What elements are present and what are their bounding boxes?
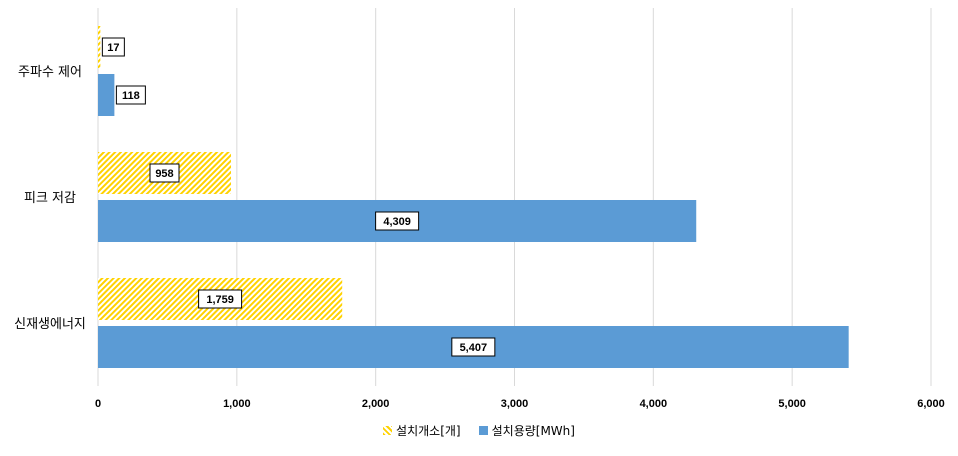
data-label: 1,759 xyxy=(206,294,234,306)
data-label-box xyxy=(149,163,180,183)
data-label-box xyxy=(198,289,243,309)
data-label-box xyxy=(451,337,496,357)
legend-swatch-solid xyxy=(478,426,488,435)
data-label-box xyxy=(101,37,125,57)
data-label-box xyxy=(375,211,420,231)
bar-series-0 xyxy=(98,26,101,68)
data-label: 958 xyxy=(155,168,173,180)
category-label: 피크 저감 xyxy=(24,191,76,206)
legend-item-series-1: 설치용량[MWh] xyxy=(478,422,575,439)
data-label: 118 xyxy=(122,90,140,102)
legend-item-series-0: 설치개소[개] xyxy=(383,422,461,439)
x-tick-label: 0 xyxy=(95,398,101,410)
data-label: 17 xyxy=(107,42,119,54)
legend-label: 설치개소[개] xyxy=(396,424,461,438)
data-label-box xyxy=(115,85,146,105)
data-label: 5,407 xyxy=(460,342,488,354)
legend: 설치개소[개] 설치용량[MWh] xyxy=(0,422,958,439)
x-tick-label: 3,000 xyxy=(501,398,529,410)
category-label: 신재생에너지 xyxy=(14,317,86,332)
bar-chart: 0 1,000 2,000 3,000 4,000 5,000 6,000 주파수 제어 17 1… xyxy=(14,8,945,410)
legend-label: 설치용량[MWh] xyxy=(491,424,575,438)
x-tick-label: 6,000 xyxy=(917,398,945,410)
category-label: 주파수 제어 xyxy=(18,65,82,80)
x-tick-label: 4,000 xyxy=(640,398,668,410)
x-tick-label: 5,000 xyxy=(778,398,806,410)
legend-swatch-hatched xyxy=(383,426,393,435)
bar-series-1 xyxy=(98,74,115,116)
x-tick-label: 1,000 xyxy=(223,398,251,410)
x-tick-label: 2,000 xyxy=(362,398,390,410)
data-label: 4,309 xyxy=(383,216,411,228)
